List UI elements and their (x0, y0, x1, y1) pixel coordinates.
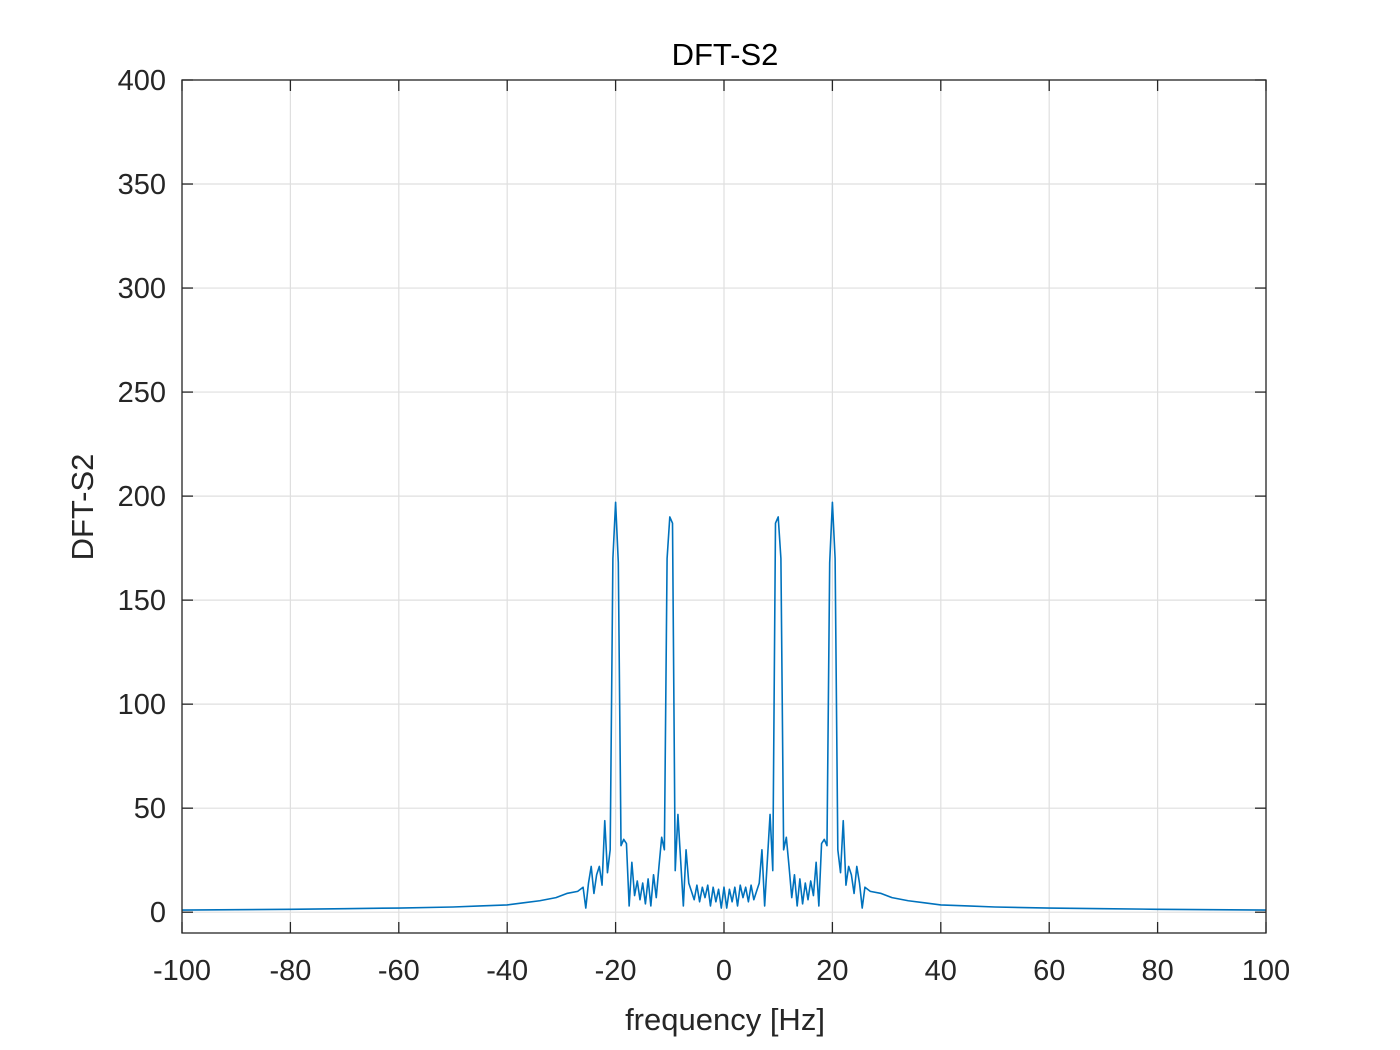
y-tick-label: 50 (134, 793, 166, 825)
data-series-layer (181, 501, 1267, 911)
y-tick-label: 400 (118, 65, 166, 97)
x-tick-label: 60 (1033, 955, 1065, 987)
x-tick-label: -40 (486, 955, 528, 987)
x-tick-label: 80 (1141, 955, 1173, 987)
x-axis-label: frequency [Hz] (625, 1002, 825, 1037)
y-tick-label: 300 (118, 273, 166, 305)
y-tick-label: 0 (150, 897, 166, 929)
y-tick-label: 200 (118, 481, 166, 513)
chart-title: DFT-S2 (672, 37, 779, 72)
x-tick-label: 0 (716, 955, 732, 987)
axis-ticks: -100 -80 -60 -40 -20 0 20 40 60 80 100 0 50 100 150 200… (118, 65, 1291, 987)
x-tick-label: -80 (269, 955, 311, 987)
y-tick-label: 100 (118, 689, 166, 721)
x-tick-label: 40 (925, 955, 957, 987)
x-tick-label: -20 (595, 955, 637, 987)
x-tick-label: -60 (378, 955, 420, 987)
y-tick-label: 250 (118, 377, 166, 409)
x-tick-label: 20 (816, 955, 848, 987)
y-tick-label: 350 (118, 169, 166, 201)
dft-series-line (181, 501, 1267, 911)
x-tick-label: 100 (1242, 955, 1290, 987)
y-tick-label: 150 (118, 585, 166, 617)
x-tick-label: -100 (153, 955, 211, 987)
y-axis-label: DFT-S2 (65, 454, 100, 561)
